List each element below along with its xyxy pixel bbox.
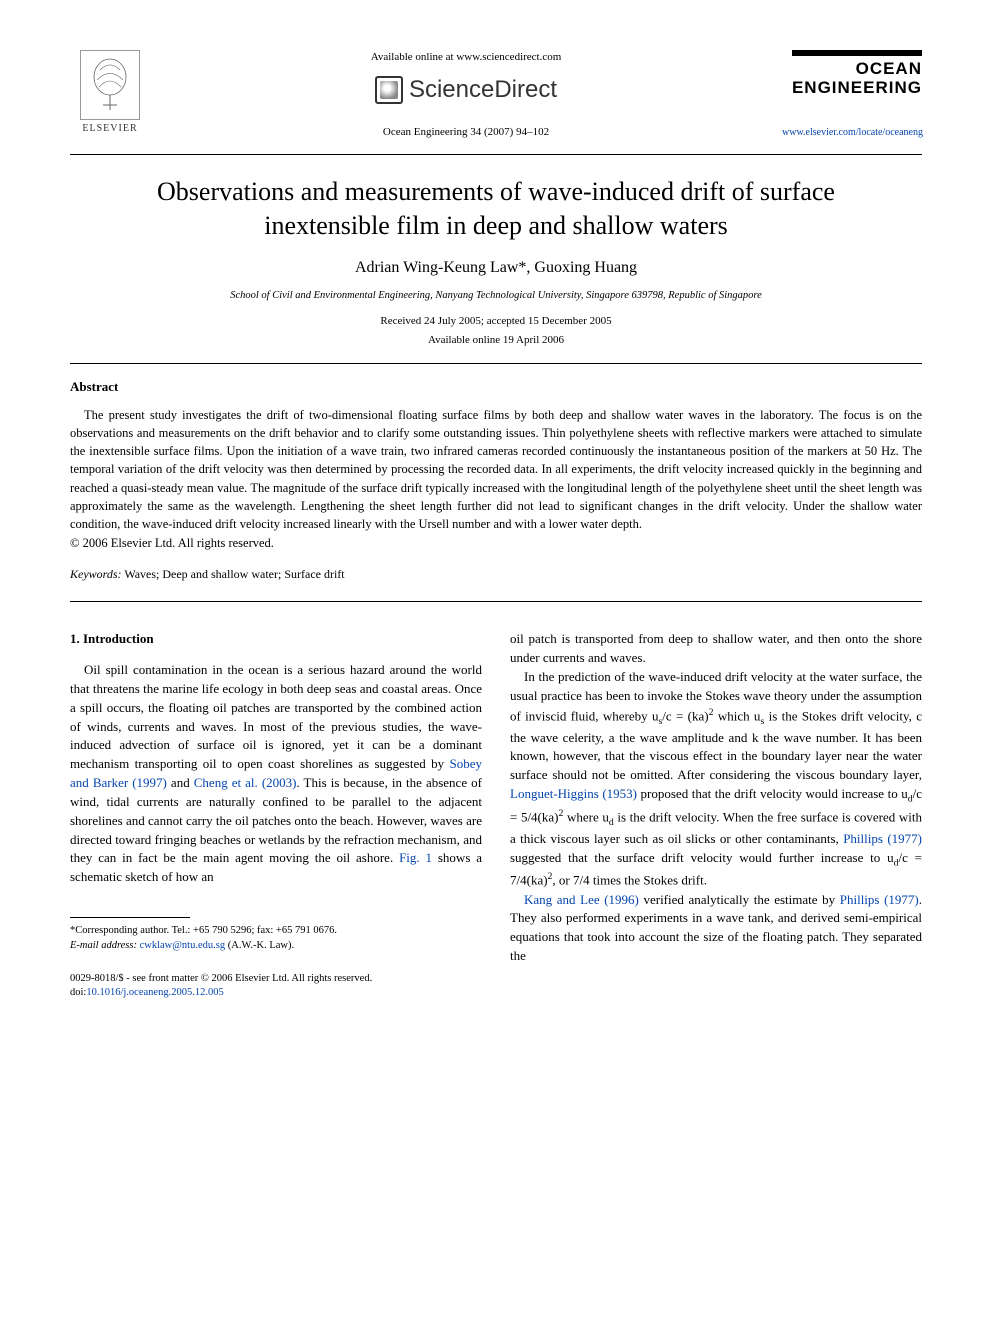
- doi-line: doi:10.1016/j.oceaneng.2005.12.005: [70, 986, 482, 1001]
- publisher-logo: ELSEVIER: [70, 50, 150, 136]
- affiliation: School of Civil and Environmental Engine…: [70, 289, 922, 304]
- received-date: Received 24 July 2005; accepted 15 Decem…: [70, 314, 922, 329]
- journal-url-link[interactable]: www.elsevier.com/locate/oceaneng: [782, 126, 922, 140]
- keywords: Keywords: Waves; Deep and shallow water;…: [70, 566, 922, 583]
- citation-link[interactable]: Kang and Lee (1996): [524, 892, 639, 907]
- citation-link[interactable]: Longuet-Higgins (1953): [510, 786, 637, 801]
- article-title: Observations and measurements of wave-in…: [110, 175, 882, 243]
- citation-link[interactable]: Phillips (1977): [840, 892, 919, 907]
- figure-link[interactable]: Fig. 1: [399, 850, 432, 865]
- available-online-text: Available online at www.sciencedirect.co…: [170, 50, 762, 65]
- divider: [70, 154, 922, 155]
- publisher-name: ELSEVIER: [82, 122, 137, 136]
- body-paragraph: Oil spill contamination in the ocean is …: [70, 661, 482, 887]
- body-columns: 1. Introduction Oil spill contamination …: [70, 630, 922, 1001]
- body-paragraph: oil patch is transported from deep to sh…: [510, 630, 922, 668]
- body-paragraph: Kang and Lee (1996) verified analyticall…: [510, 891, 922, 966]
- citation-link[interactable]: Phillips (1977): [843, 831, 922, 846]
- journal-reference: Ocean Engineering 34 (2007) 94–102: [170, 125, 762, 140]
- email-label: E-mail address:: [70, 940, 137, 951]
- divider-thick: [70, 601, 922, 602]
- keywords-label: Keywords:: [70, 567, 122, 581]
- authors: Adrian Wing-Keung Law*, Guoxing Huang: [70, 257, 922, 279]
- footnote-separator: [70, 917, 190, 918]
- journal-logo-line2: ENGINEERING: [792, 78, 922, 97]
- elsevier-tree-icon: [80, 50, 140, 120]
- footer: 0029-8018/$ - see front matter © 2006 El…: [70, 972, 482, 1001]
- intro-heading: 1. Introduction: [70, 630, 482, 649]
- body-paragraph: In the prediction of the wave-induced dr…: [510, 668, 922, 891]
- front-matter-text: 0029-8018/$ - see front matter © 2006 El…: [70, 972, 482, 987]
- email-link[interactable]: cwklaw@ntu.edu.sg: [137, 940, 228, 951]
- sciencedirect-logo: ScienceDirect: [170, 73, 762, 107]
- column-right: oil patch is transported from deep to sh…: [510, 630, 922, 1001]
- sciencedirect-icon: [375, 76, 403, 104]
- keywords-text: Waves; Deep and shallow water; Surface d…: [122, 567, 345, 581]
- citation-link[interactable]: Cheng et al. (2003): [194, 775, 297, 790]
- abstract-copyright: © 2006 Elsevier Ltd. All rights reserved…: [70, 535, 922, 553]
- column-left: 1. Introduction Oil spill contamination …: [70, 630, 482, 1001]
- journal-logo: OCEAN ENGINEERING www.elsevier.com/locat…: [782, 50, 922, 140]
- corresponding-author-footnote: *Corresponding author. Tel.: +65 790 529…: [70, 924, 482, 939]
- email-footnote: E-mail address: cwklaw@ntu.edu.sg (A.W.-…: [70, 939, 482, 954]
- abstract-heading: Abstract: [70, 378, 922, 396]
- header: ELSEVIER Available online at www.science…: [70, 50, 922, 140]
- divider: [70, 363, 922, 364]
- doi-link[interactable]: 10.1016/j.oceaneng.2005.12.005: [86, 987, 223, 998]
- sciencedirect-text: ScienceDirect: [409, 73, 557, 107]
- abstract-text: The present study investigates the drift…: [70, 406, 922, 533]
- journal-logo-line1: OCEAN: [856, 59, 922, 78]
- journal-logo-text: OCEAN ENGINEERING: [792, 50, 922, 97]
- available-date: Available online 19 April 2006: [70, 333, 922, 348]
- center-header: Available online at www.sciencedirect.co…: [150, 50, 782, 140]
